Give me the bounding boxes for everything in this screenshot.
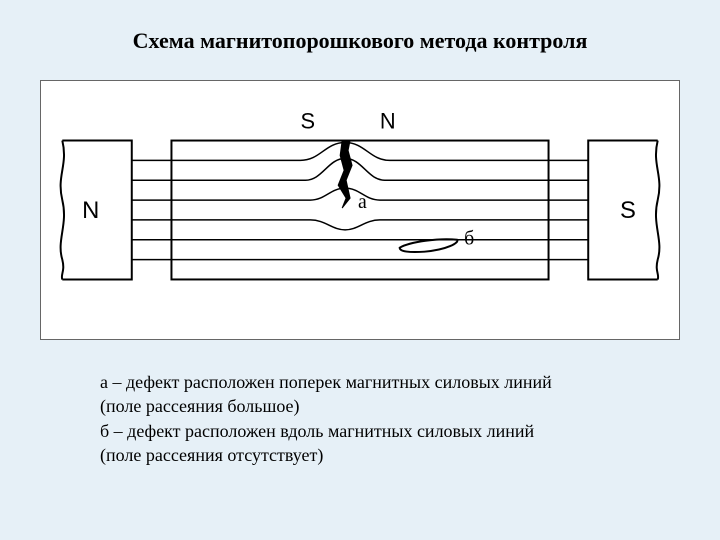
left-pole-label: N (82, 197, 99, 224)
page-title: Схема магнитопорошкового метода контроля (0, 28, 720, 54)
caption-line-1: а – дефект расположен поперек магнитных … (100, 370, 640, 394)
field-lines-left (132, 160, 172, 259)
defect-b (400, 239, 458, 252)
right-magnet-pole: S (588, 141, 659, 280)
right-pole-label: S (620, 197, 636, 224)
caption-line-4: (поле рассеяния отсутствует) (100, 443, 640, 467)
defect-a (338, 141, 352, 208)
left-magnet-pole: N (61, 141, 132, 280)
defect-a-label: а (358, 191, 367, 213)
diagram-container: N S (40, 80, 680, 340)
caption-block: а – дефект расположен поперек магнитных … (100, 370, 640, 467)
field-lines-right (549, 160, 589, 259)
stray-field-s-label: S (300, 109, 315, 134)
stray-field-n-label: N (380, 109, 396, 134)
caption-line-2: (поле рассеяния большое) (100, 394, 640, 418)
defect-b-label: б (464, 228, 474, 250)
schematic-svg: N S (41, 81, 679, 339)
caption-line-3: б – дефект расположен вдоль магнитных си… (100, 419, 640, 443)
